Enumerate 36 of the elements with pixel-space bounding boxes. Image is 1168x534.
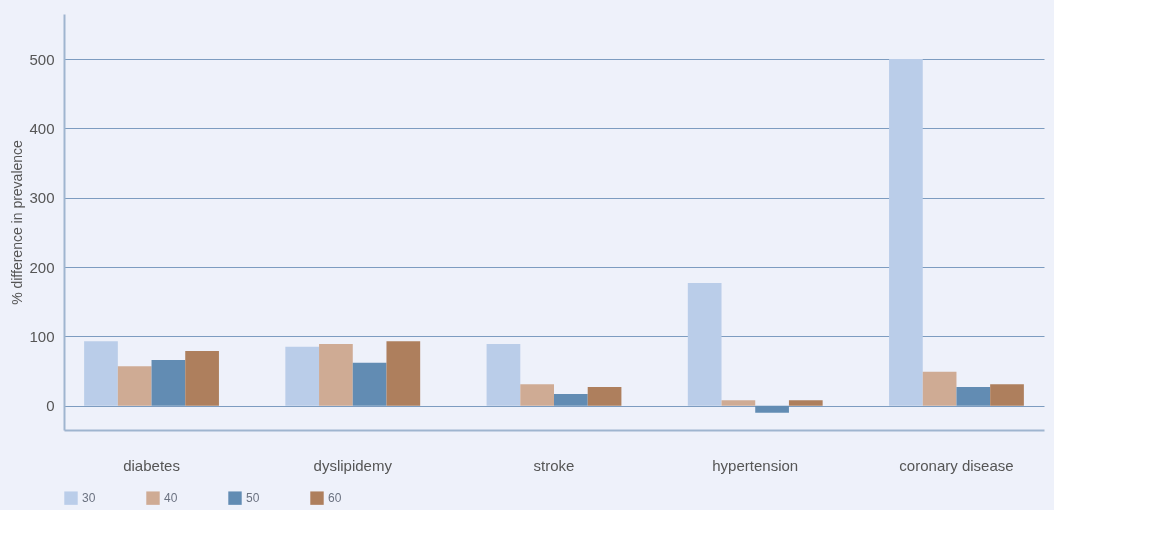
bar [151,359,186,406]
bar [687,283,722,406]
y-tick-label: 200 [29,258,55,276]
bar [889,59,923,406]
bar [587,387,622,406]
bar [554,393,588,406]
y-tick-label: 100 [29,327,55,345]
y-tick-label: 400 [29,119,55,137]
bar [185,350,219,406]
x-tick-label: dyslipidemy [313,456,393,474]
x-tick-label: hypertension [712,456,799,474]
bar [285,346,320,406]
bar [788,400,823,406]
y-tick-label: 500 [29,50,55,68]
legend-label: 50 [246,491,260,506]
bar [956,387,991,406]
bar [990,384,1024,406]
bar [486,344,521,406]
bar [520,384,554,406]
bar [319,344,353,406]
bar [922,371,957,406]
bar [721,400,756,406]
bar [117,366,152,406]
bar [352,362,387,406]
bar [755,405,789,413]
x-tick-label: stroke [533,456,575,474]
legend-label: 30 [82,491,96,506]
legend-label: 60 [328,491,342,506]
x-tick-label: coronary disease [899,456,1014,474]
y-tick-label: 300 [29,189,55,207]
bar [84,341,118,406]
x-tick-label: diabetes [123,456,180,474]
y-axis-title: % difference in prevalence [9,139,26,305]
legend-label: 40 [164,491,178,506]
bar [386,341,421,406]
y-tick-label: 0 [46,397,55,415]
